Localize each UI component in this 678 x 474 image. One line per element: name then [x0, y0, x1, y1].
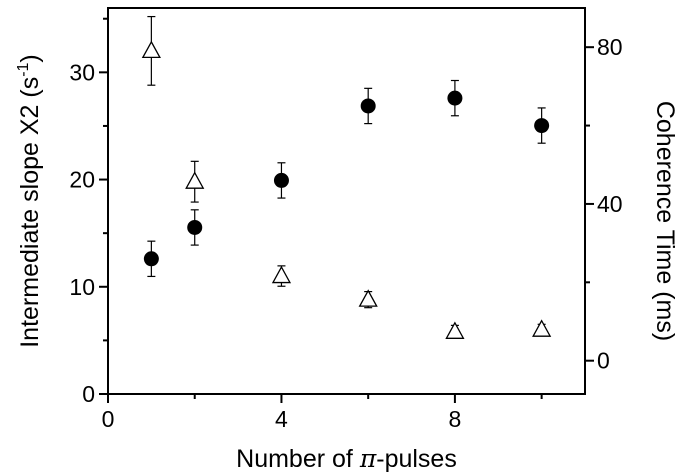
coherence-time-point	[187, 219, 203, 235]
y-left-tick-label: 20	[69, 167, 95, 193]
intermediate-slope-point	[445, 321, 465, 339]
x-tick-label: 0	[102, 406, 115, 432]
coherence-time-point	[360, 98, 376, 114]
y-left-tick-label: 30	[69, 59, 95, 85]
plot-frame	[107, 7, 586, 395]
y-left-tick-label: 0	[82, 381, 95, 407]
coherence-time-point	[534, 118, 550, 134]
intermediate-slope-point	[358, 289, 378, 307]
intermediate-slope-point	[185, 171, 205, 189]
y-axis-left-title: Intermediate slope X2 (s-1)	[15, 54, 44, 348]
y-axis-right-title: Coherence Time (ms)	[651, 101, 678, 341]
y-right-tick-label: 0	[597, 348, 610, 374]
x-tick-label: 8	[449, 406, 462, 432]
data-marks-layer	[141, 15, 552, 339]
coherence-time-point	[273, 172, 289, 188]
x-axis-title: Number of π-pulses	[236, 444, 457, 473]
x-tick-label: 4	[275, 406, 288, 432]
coherence-time-point	[447, 90, 463, 106]
y-right-tick-label: 40	[597, 191, 623, 217]
intermediate-slope-point	[141, 40, 161, 59]
y-right-tick-label: 80	[597, 34, 623, 60]
coherence-time-point	[143, 251, 159, 267]
intermediate-slope-point	[532, 319, 552, 337]
y-left-tick-label: 10	[69, 274, 95, 300]
intermediate-slope-point	[271, 265, 292, 284]
